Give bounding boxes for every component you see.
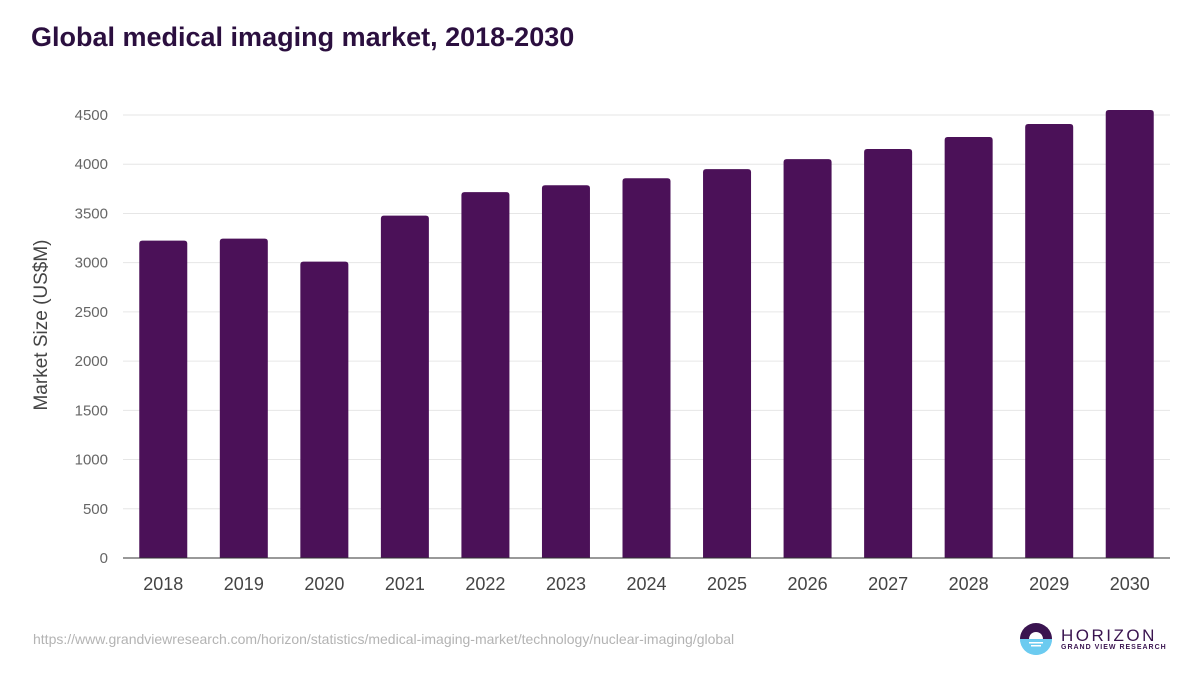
x-tick-label: 2030 (1110, 574, 1150, 594)
logo-subtitle: GRAND VIEW RESEARCH (1061, 644, 1167, 651)
x-tick-label: 2023 (546, 574, 586, 594)
bar-2026 (783, 159, 832, 559)
bar-2023 (541, 185, 590, 558)
bar-2029 (1025, 124, 1074, 559)
bar-2027 (864, 149, 913, 559)
bar-2020 (300, 261, 349, 558)
y-tick-label: 2000 (75, 353, 108, 370)
logo-name: HORIZON (1061, 626, 1157, 645)
bar-2028 (944, 137, 993, 558)
x-tick-label: 2028 (949, 574, 989, 594)
x-tick-label: 2027 (868, 574, 908, 594)
y-tick-label: 500 (83, 501, 108, 518)
bar-2024 (622, 178, 671, 558)
x-tick-label: 2019 (224, 574, 264, 594)
x-tick-label: 2025 (707, 574, 747, 594)
y-tick-label: 1500 (75, 402, 108, 419)
bar-2030 (1105, 109, 1154, 558)
y-axis-label: Market Size (US$M) (31, 239, 52, 410)
x-tick-label: 2022 (465, 574, 505, 594)
y-tick-label: 0 (100, 550, 108, 567)
bar-2022 (461, 192, 510, 558)
x-tick-label: 2029 (1029, 574, 1069, 594)
x-tick-label: 2018 (143, 574, 183, 594)
horizon-logo-icon (1020, 623, 1052, 655)
y-tick-label: 1000 (75, 452, 108, 469)
bar-2018 (139, 240, 188, 558)
y-tick-label: 2500 (75, 304, 108, 321)
y-tick-label: 3000 (75, 255, 108, 272)
y-tick-label: 4000 (75, 156, 108, 173)
x-tick-label: 2026 (788, 574, 828, 594)
bar-2021 (380, 215, 429, 558)
x-tick-label: 2024 (626, 574, 666, 594)
source-link[interactable]: https://www.grandviewresearch.com/horizo… (33, 631, 735, 647)
y-tick-label: 4500 (75, 107, 108, 124)
bar-2025 (703, 169, 752, 558)
x-tick-label: 2021 (385, 574, 425, 594)
y-tick-label: 3500 (75, 205, 108, 222)
bar-2019 (219, 238, 268, 558)
x-tick-label: 2020 (304, 574, 344, 594)
horizon-logo: HORIZON GRAND VIEW RESEARCH (1019, 622, 1167, 656)
chart-title: Global medical imaging market, 2018-2030 (31, 22, 575, 52)
